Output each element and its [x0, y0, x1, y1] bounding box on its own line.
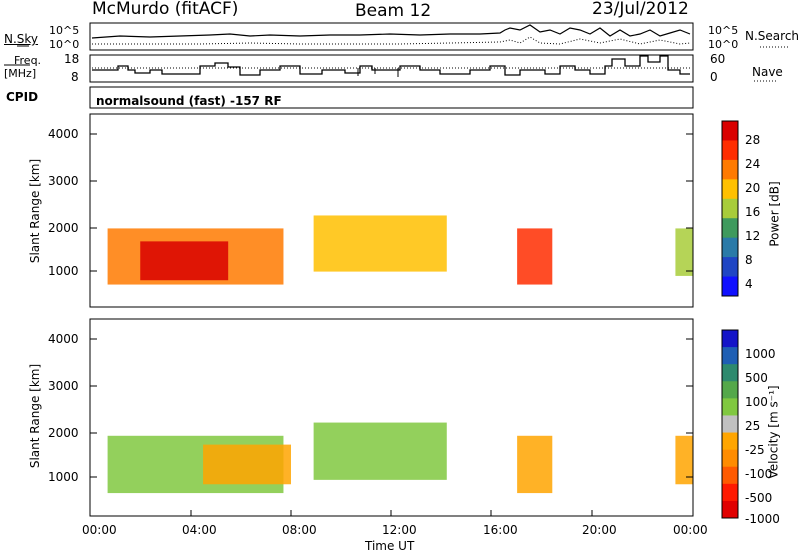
- power-colorbar-swatch-4: [722, 198, 738, 219]
- power-yticks: [90, 133, 693, 272]
- nave-dips: [357, 68, 399, 77]
- power-colorbar-swatch-1: [722, 140, 738, 161]
- velocity-colorbar-swatch-8: [722, 466, 738, 485]
- power-cbar-tick-24: 24: [745, 157, 761, 171]
- station-title: McMurdo (fitACF): [92, 0, 239, 19]
- time-tick-0: 00:00: [82, 523, 117, 537]
- noise-right-tick-bottom: 10^0: [708, 38, 739, 51]
- power-ytick-3000: 3000: [48, 174, 79, 188]
- cpid-text: normalsound (fast) -157 RF: [96, 94, 282, 108]
- velocity-echo-region-1: [203, 444, 291, 485]
- power-colorbar-swatch-2: [722, 159, 738, 180]
- velocity-colorbar-swatch-4: [722, 398, 738, 416]
- freq-ytick-18: 18: [64, 52, 80, 66]
- power-echo-region-3: [517, 228, 553, 285]
- noise-panel-frame: [89, 22, 694, 51]
- vel-cbar-tick-neg25: -25: [745, 443, 765, 457]
- nave-tick-0: 0: [710, 70, 718, 84]
- nave-tick-60: 60: [710, 52, 726, 66]
- velocity-colorbar-swatch-0: [722, 330, 738, 348]
- noise-ytick-bottom: 10^0: [49, 38, 80, 51]
- velocity-colorbar-swatch-9: [722, 483, 738, 502]
- freq-ytick-8: 8: [71, 70, 79, 84]
- nsearch-trace: [92, 36, 691, 45]
- power-cbar-tick-20: 20: [745, 181, 761, 195]
- vel-cbar-tick-1000: 1000: [745, 347, 776, 361]
- vel-cbar-tick-neg100: -100: [745, 467, 773, 481]
- time-tick-24: 00:00: [673, 523, 708, 537]
- time-tick-4: 04:00: [182, 523, 217, 537]
- velocity-colorbar-swatch-3: [722, 381, 738, 399]
- power-colorbar-swatch-7: [722, 257, 738, 278]
- velocity-panel: [89, 318, 694, 517]
- power-colorbar: [722, 121, 738, 297]
- power-colorbar-swatch-0: [722, 121, 738, 141]
- vel-cbar-tick-500: 500: [745, 371, 768, 385]
- nave-label: Nave: [752, 65, 783, 79]
- velocity-echo-region-4: [675, 435, 693, 485]
- freq-unit-label: [MHz]: [4, 67, 37, 80]
- cpid-label: CPID: [6, 90, 39, 104]
- vel-cbar-tick-neg500: -500: [745, 491, 773, 505]
- time-tick-8: 08:00: [282, 523, 317, 537]
- velocity-colorbar: [722, 330, 738, 519]
- velocity-colorbar-swatch-7: [722, 449, 738, 468]
- vel-ytick-4000: 4000: [48, 332, 79, 346]
- nsky-trace: [91, 24, 691, 39]
- vel-yticks: [90, 338, 693, 478]
- velocity-colorbar-swatch-1: [722, 347, 738, 365]
- power-cbar-tick-28: 28: [745, 133, 761, 147]
- velocity-colorbar-swatch-2: [722, 364, 738, 382]
- power-colorbar-swatch-8: [722, 276, 738, 297]
- time-tick-20: 20:00: [582, 523, 617, 537]
- freq-label: Freq.: [14, 54, 42, 67]
- velocity-colorbar-swatch-6: [722, 432, 738, 451]
- nsearch-label: N.Search: [745, 29, 800, 43]
- velocity-colorbar-frame: [721, 329, 739, 519]
- power-echo-region-1: [140, 241, 229, 281]
- power-colorbar-swatch-5: [722, 218, 738, 239]
- vel-cbar-tick-100: 100: [745, 395, 768, 409]
- power-ytick-4000: 4000: [48, 127, 79, 141]
- power-cbar-tick-12: 12: [745, 229, 761, 243]
- beam-label: Beam 12: [355, 1, 432, 21]
- velocity-echo-region-3: [517, 435, 553, 494]
- freq-panel-frame: [89, 54, 694, 83]
- power-cbar-tick-8: 8: [745, 253, 753, 267]
- power-colorbar-swatch-6: [722, 237, 738, 258]
- nsky-label: N.Sky: [4, 32, 39, 46]
- time-xticks: [89, 510, 694, 516]
- vel-cbar-tick-25: 25: [745, 419, 761, 433]
- power-colorbar-frame: [721, 120, 739, 297]
- power-colorbar-swatch-3: [722, 179, 738, 200]
- power-cbar-tick-4: 4: [745, 277, 753, 291]
- vel-ytick-1000: 1000: [48, 470, 79, 484]
- time-tick-16: 16:00: [483, 523, 518, 537]
- power-echo-region-2: [313, 215, 447, 272]
- power-ytick-1000: 1000: [48, 264, 79, 278]
- velocity-echo-region-2: [313, 422, 447, 480]
- freq-trace: [92, 55, 690, 76]
- power-panel-frame: [89, 113, 694, 308]
- date-label: 23/Jul/2012: [592, 0, 689, 19]
- noise-right-tick-top: 10^5: [708, 24, 739, 37]
- time-tick-12: 12:00: [382, 523, 417, 537]
- cpid-row-frame: [89, 86, 694, 109]
- vel-ytick-2000: 2000: [48, 426, 79, 440]
- noise-panel: [17, 22, 790, 51]
- power-cbar-tick-16: 16: [745, 205, 761, 219]
- freq-panel: [4, 54, 778, 83]
- power-panel: [89, 113, 694, 308]
- time-axis-label: Time UT: [365, 539, 415, 553]
- power-echo-region-4: [675, 228, 693, 276]
- noise-ytick-top: 10^5: [49, 24, 80, 37]
- power-ytick-2000: 2000: [48, 221, 79, 235]
- vel-ytick-3000: 3000: [48, 379, 79, 393]
- vel-cbar-tick-neg1000: -1000: [745, 512, 780, 526]
- velocity-colorbar-swatch-10: [722, 500, 738, 519]
- velocity-colorbar-swatch-5: [722, 415, 738, 434]
